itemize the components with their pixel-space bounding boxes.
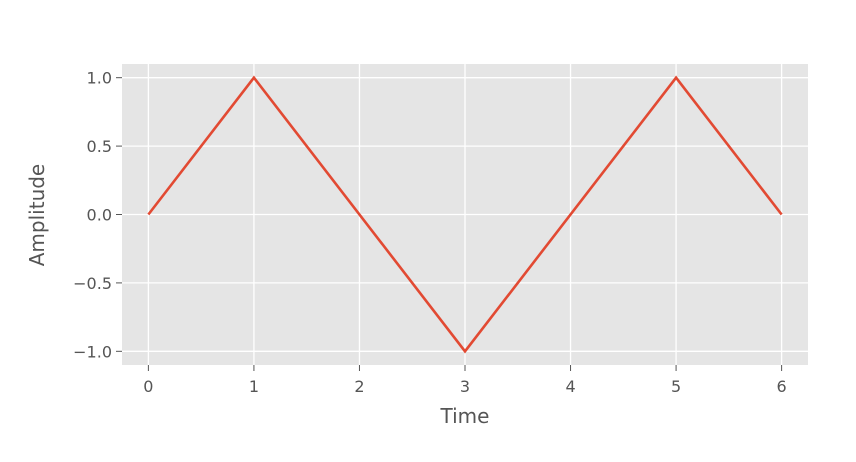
y-tick-label: −0.5 — [73, 274, 112, 293]
x-tick-label: 1 — [249, 377, 259, 396]
y-tick-label: 1.0 — [87, 69, 112, 88]
y-axis-label: Amplitude — [25, 164, 49, 267]
series-layer — [147, 75, 783, 354]
ticks: 0 1 2 3 4 5 6 1.0 0.5 0.0 −0.5 −1.0 — [73, 69, 787, 396]
y-tick-label: 0.5 — [87, 137, 112, 156]
x-tick-label: 4 — [565, 377, 575, 396]
x-tick-label: 6 — [777, 377, 787, 396]
x-tick-label: 5 — [671, 377, 681, 396]
x-tick-label: 0 — [143, 377, 153, 396]
x-tick-label: 3 — [460, 377, 470, 396]
y-tick-label: −1.0 — [73, 342, 112, 361]
y-tick-label: 0.0 — [87, 206, 112, 225]
series-line-0 — [147, 75, 783, 354]
x-axis-label: Time — [440, 404, 490, 428]
x-tick-label: 2 — [354, 377, 364, 396]
